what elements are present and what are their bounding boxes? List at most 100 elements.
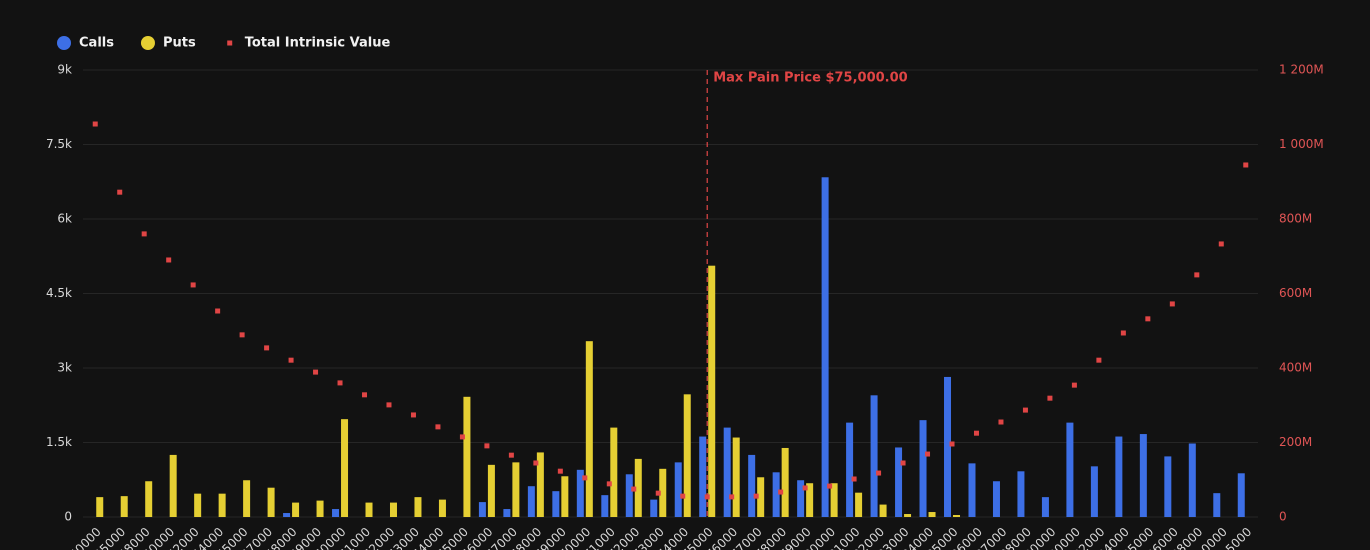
- point: [778, 489, 784, 495]
- point: [851, 476, 857, 482]
- y2-tick-label: 600M: [1279, 286, 1312, 300]
- bar: [478, 502, 486, 517]
- bar: [194, 493, 202, 517]
- bar: [438, 499, 446, 517]
- bar: [341, 419, 349, 517]
- bar: [683, 394, 691, 517]
- bar: [674, 462, 682, 517]
- point: [1022, 407, 1028, 413]
- point: [1145, 316, 1151, 322]
- bar: [634, 458, 642, 517]
- point: [264, 345, 270, 351]
- bar: [503, 509, 511, 517]
- max-pain-label: Max Pain Price $75,000.00: [713, 71, 908, 86]
- bar: [414, 497, 422, 517]
- point: [1243, 162, 1249, 168]
- point: [802, 485, 808, 491]
- bar: [120, 496, 128, 517]
- bar: [1164, 456, 1172, 517]
- point: [606, 481, 612, 487]
- bar: [601, 495, 609, 517]
- y-tick-label: 4.5k: [46, 286, 72, 300]
- y2-tick-label: 400M: [1279, 361, 1312, 375]
- point: [900, 460, 906, 466]
- bar: [389, 502, 397, 517]
- bar: [846, 422, 854, 517]
- point: [410, 412, 416, 418]
- bar: [169, 454, 177, 517]
- bar: [283, 513, 291, 517]
- bar: [1139, 434, 1147, 517]
- bar: [748, 454, 756, 517]
- bar: [944, 376, 952, 517]
- bar: [512, 462, 520, 517]
- y-tick-label: 0: [64, 510, 72, 524]
- bar: [316, 500, 324, 517]
- point: [925, 451, 931, 457]
- bar: [1017, 471, 1025, 517]
- legend-swatch: [140, 36, 155, 50]
- bar: [757, 477, 765, 517]
- point: [557, 468, 563, 474]
- y-tick-label: 3k: [57, 361, 72, 375]
- bar: [218, 493, 226, 517]
- point: [484, 443, 490, 449]
- point: [166, 257, 172, 263]
- point: [582, 475, 588, 481]
- bar: [699, 436, 707, 517]
- bar: [895, 447, 903, 517]
- legend-label: Total Intrinsic Value: [245, 36, 391, 51]
- point: [239, 332, 245, 338]
- y2-tick-label: 800M: [1279, 212, 1312, 226]
- bar: [625, 474, 633, 517]
- y-tick-label: 1.5k: [46, 435, 72, 449]
- bar: [953, 515, 961, 517]
- bar: [1066, 422, 1074, 517]
- point: [827, 483, 833, 489]
- bar: [1090, 466, 1098, 517]
- bar: [821, 177, 829, 517]
- bar: [708, 265, 716, 517]
- legend-swatch: [227, 40, 233, 46]
- bar: [879, 504, 887, 517]
- point: [508, 452, 514, 458]
- bar: [806, 483, 814, 517]
- point: [1120, 330, 1126, 336]
- bar: [904, 514, 912, 517]
- bar: [267, 487, 275, 517]
- point: [386, 402, 392, 408]
- bar: [576, 469, 584, 517]
- point: [876, 470, 882, 476]
- bar: [527, 486, 535, 517]
- point: [190, 282, 196, 288]
- y2-tick-label: 200M: [1279, 435, 1312, 449]
- point: [1047, 395, 1053, 401]
- y-tick-label: 9k: [57, 63, 72, 77]
- point: [753, 493, 759, 499]
- bar: [561, 476, 569, 517]
- y2-tick-label: 1 000M: [1279, 137, 1324, 151]
- point: [288, 357, 294, 363]
- bar: [659, 468, 667, 517]
- bar: [1237, 473, 1245, 517]
- point: [1096, 357, 1102, 363]
- y2-tick-label: 0: [1279, 510, 1287, 524]
- point: [729, 494, 735, 500]
- bar: [610, 427, 618, 517]
- point: [215, 308, 221, 314]
- bar: [992, 481, 1000, 517]
- bar: [797, 480, 805, 517]
- point: [1169, 301, 1175, 307]
- bar: [536, 452, 544, 517]
- bar: [928, 512, 936, 517]
- point: [973, 430, 979, 436]
- point: [435, 424, 441, 430]
- bar: [781, 447, 789, 517]
- bar: [96, 497, 104, 517]
- bar: [463, 396, 471, 517]
- bar: [145, 481, 153, 517]
- bar: [292, 502, 300, 517]
- point: [533, 460, 539, 466]
- bar: [1041, 497, 1049, 517]
- bar: [487, 464, 495, 517]
